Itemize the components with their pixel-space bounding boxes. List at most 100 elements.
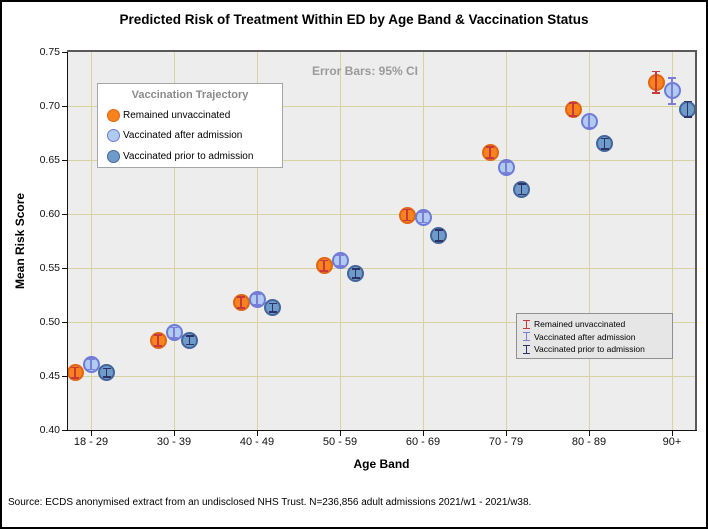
error-bar-line [489,147,491,158]
y-axis-tick [62,430,68,431]
x-axis-tick [506,431,507,436]
error-bar-cap-top [170,326,178,329]
error-bar-line [354,269,357,278]
error-bar-cap-top [185,335,194,337]
error-bar-cap-bottom [652,92,660,94]
error-bar-cap-top [668,77,676,79]
legend-marker-swatch-icon [107,129,120,142]
error-bar-line [671,77,673,104]
error-bar-cap-bottom [185,343,194,346]
gridline-horizontal [68,105,695,107]
error-bar-cap-bottom [237,307,245,309]
y-axis-tick [62,214,68,215]
errorbar-legend-item: Remained unvaccinated [523,318,672,331]
error-bar-cap-bottom [71,377,79,379]
legend-item: Vaccinated prior to admission [107,149,282,163]
error-bar-line [256,293,258,305]
error-bar-cap-bottom [569,114,577,117]
y-axis-line [67,52,68,431]
error-bar-cap-top [403,208,411,211]
error-bar-cap-bottom [517,193,526,196]
errorbar-legend-label: Vaccinated prior to admission [534,344,645,355]
error-bar-cap-bottom [600,148,609,150]
x-axis-tick [91,431,92,436]
gridline-vertical [256,52,258,430]
error-bar-cap-top [268,302,277,305]
gridline-vertical [422,52,424,430]
error-bar-cap-bottom [502,172,510,174]
errorbar-legend-item: Vaccinated after admission [523,331,672,344]
error-bar-cap-top [237,296,245,298]
errorbar-ibeam-icon [523,332,530,342]
error-bar-line [240,297,242,308]
error-bar-line [505,162,507,173]
error-bar-cap-bottom [683,116,692,118]
x-axis-line [67,430,697,431]
y-axis-tick [62,376,68,377]
error-bar-cap-top [320,259,328,262]
error-bar-cap-bottom [585,126,593,129]
x-tick-label: 60 - 69 [405,436,441,448]
legend-title: Vaccination Trajectory [131,89,249,101]
y-tick-label: 0.40 [39,424,60,436]
x-axis-tick [174,431,175,436]
error-bar-cap-bottom [336,265,344,267]
gridline-vertical [671,52,673,430]
error-bar-cap-bottom [102,376,111,378]
error-bar-cap-bottom [170,337,178,339]
error-bar-cap-top [253,293,261,295]
gridline-horizontal [68,159,695,161]
gridline-vertical [588,52,590,430]
gridline-horizontal [68,213,695,215]
error-bar-cap-top [600,137,609,140]
error-bar-cap-top [351,268,360,270]
y-tick-label: 0.50 [39,316,60,328]
legend-item: Vaccinated after admission [107,129,282,142]
errorbar-ibeam-icon [523,319,530,329]
gridline-horizontal [68,267,695,269]
error-bar-line [655,71,657,94]
error-bar-cap-top [569,101,577,104]
error-bar-line [588,114,590,128]
gridline-horizontal [68,321,695,323]
error-bar-line [422,211,424,223]
error-bar-line [105,368,108,378]
error-bar-cap-top [434,229,443,231]
x-tick-label: 90+ [662,436,682,448]
legend-vaccination-trajectory: Vaccination Trajectory Remained unvaccin… [97,83,283,168]
error-bar-cap-bottom [434,240,443,242]
error-bar-line [520,183,523,195]
error-bar-cap-bottom [253,303,261,306]
x-axis-tick [340,431,341,436]
chart-title: Predicted Risk of Treatment Within ED by… [119,12,589,27]
error-bar-cap-bottom [268,311,277,314]
x-tick-label: 30 - 39 [156,436,192,448]
error-bar-cap-bottom [154,344,162,347]
error-bar-line [686,101,689,117]
plot-border-right [695,50,697,431]
legend-marker-swatch-icon [107,108,120,122]
error-bar-cap-top [486,146,494,148]
error-bar-cap-top [87,357,95,360]
error-bar-line [437,230,440,241]
error-bar-cap-bottom [320,270,328,273]
error-bar-cap-top [652,70,660,73]
error-bar-line [572,102,574,116]
gridline-vertical [173,52,175,430]
legend-item-label: Vaccinated prior to admission [123,150,254,162]
error-bar-cap-top [517,182,526,185]
gridline-horizontal [68,375,695,377]
error-bars-annotation: Error Bars: 95% CI [311,64,419,78]
y-axis-tick [62,52,68,53]
error-bar-line [90,358,92,370]
y-axis-tick [62,160,68,161]
legend-item-label: Remained unvaccinated [123,109,231,121]
y-axis-tick [62,268,68,269]
error-bar-cap-top [71,366,79,369]
error-bar-line [406,209,408,221]
y-tick-label: 0.75 [39,46,60,58]
y-tick-label: 0.60 [39,208,60,220]
error-bar-cap-top [102,367,111,370]
error-bar-cap-bottom [486,157,494,159]
errorbar-legend-label: Vaccinated after admission [534,331,636,342]
